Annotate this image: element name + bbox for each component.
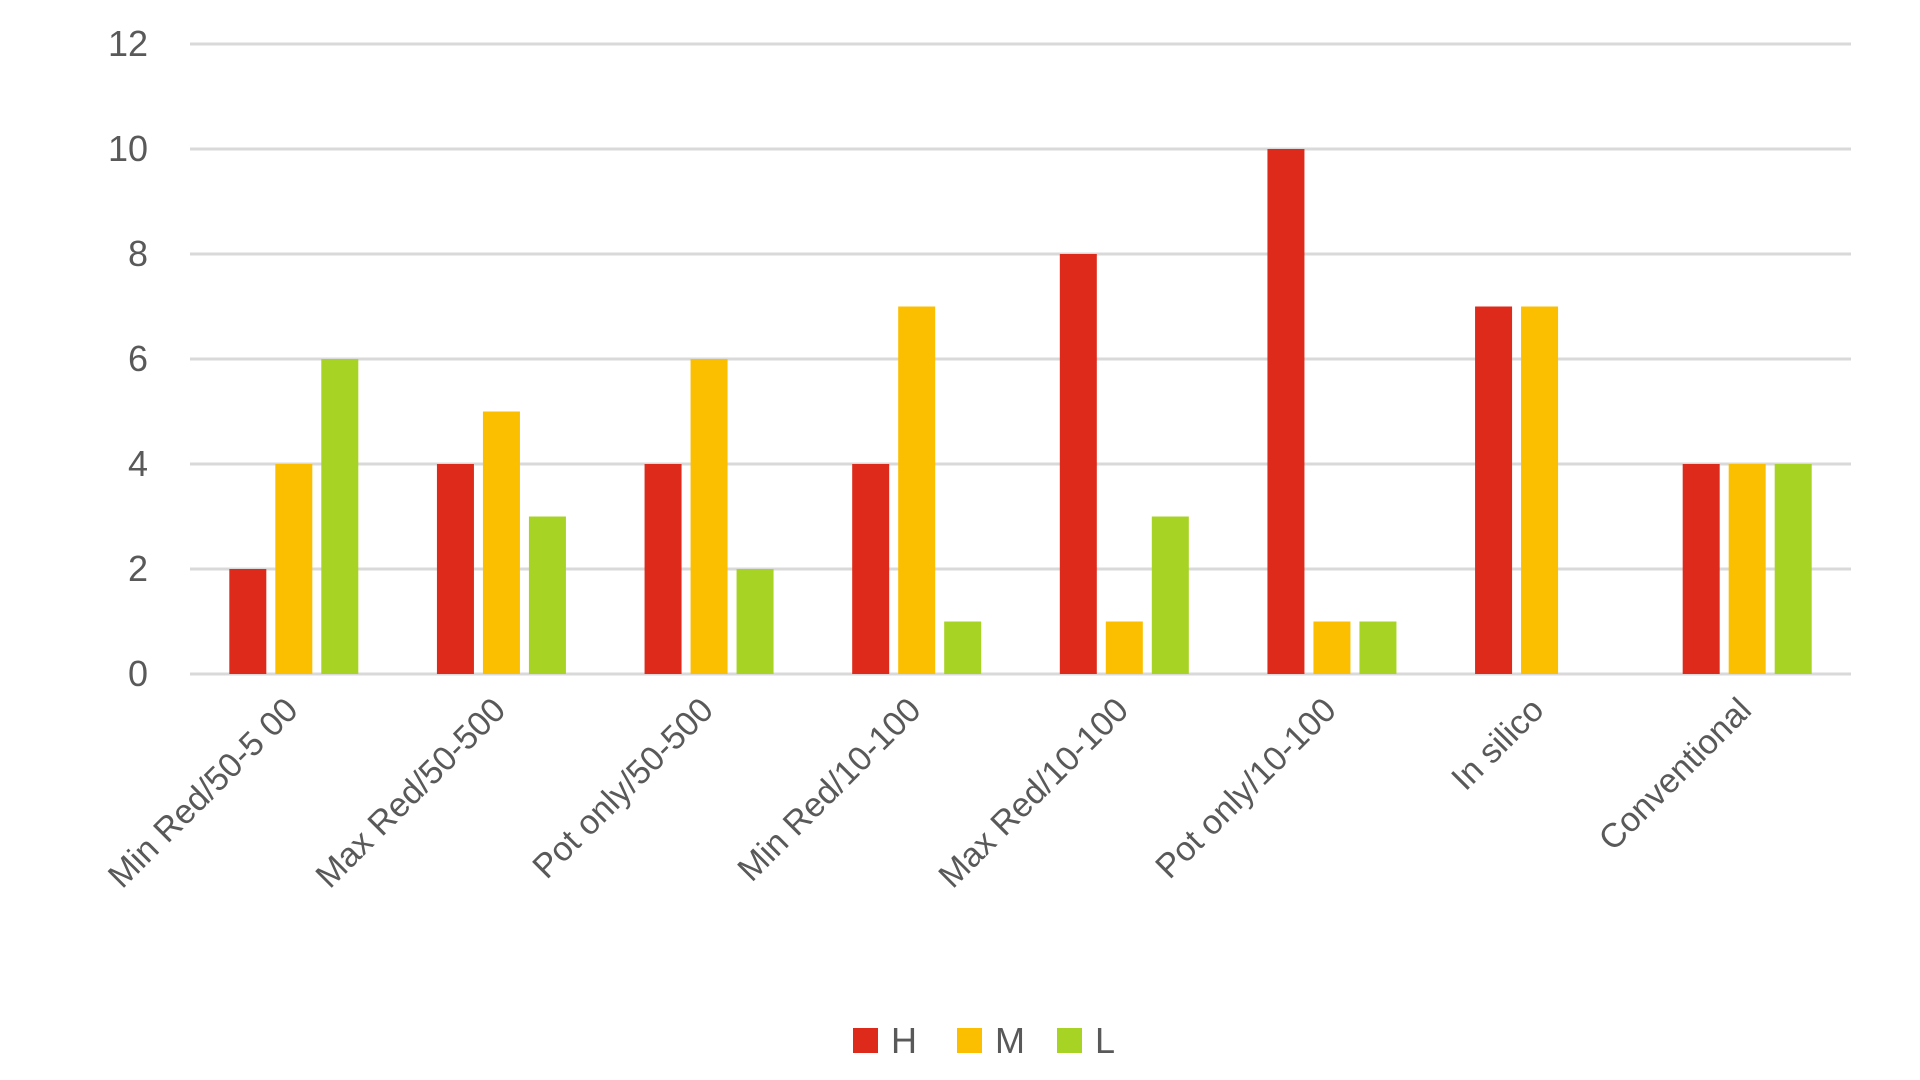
x-category-label: Pot only/10-100	[1148, 691, 1343, 886]
legend-item-h: H	[853, 1020, 917, 1061]
y-tick-label: 6	[128, 338, 148, 379]
bar-m	[1521, 306, 1559, 674]
legend-swatch	[1057, 1028, 1082, 1053]
bar-group	[1059, 254, 1189, 674]
bar-m	[275, 464, 313, 674]
y-axis-ticks: 0 2 4 6 8 10 12	[108, 23, 148, 694]
legend-label: M	[995, 1020, 1025, 1061]
bar-group	[436, 411, 566, 674]
bar-l	[1359, 621, 1397, 674]
x-category-label: Min Red/10-100	[730, 691, 928, 889]
legend-item-m: M	[957, 1020, 1025, 1061]
bar-group	[644, 359, 774, 674]
legend-item-l: L	[1057, 1020, 1115, 1061]
bar-l	[1151, 516, 1189, 674]
bar-l	[528, 516, 566, 674]
x-category-label: Conventional	[1592, 691, 1759, 858]
legend-label: L	[1095, 1020, 1115, 1061]
bar-group	[852, 306, 982, 674]
bar-m	[1728, 464, 1766, 674]
bar-h	[1475, 306, 1513, 674]
y-tick-label: 8	[128, 233, 148, 274]
bar-group	[229, 359, 359, 674]
bar-m	[898, 306, 936, 674]
bar-group	[1267, 149, 1397, 674]
bar-h	[852, 464, 890, 674]
bar-h	[1267, 149, 1305, 674]
bar-group	[1475, 306, 1559, 674]
bar-m	[690, 359, 728, 674]
y-tick-label: 0	[128, 653, 148, 694]
legend-swatch	[853, 1028, 878, 1053]
x-category-label: Max Red/10-100	[931, 691, 1136, 896]
y-tick-label: 10	[108, 128, 148, 169]
bar-group	[1682, 464, 1812, 674]
bar-h	[1059, 254, 1097, 674]
x-category-label: Max Red/50-500	[308, 691, 513, 896]
bar-h	[644, 464, 682, 674]
bar-m	[482, 411, 520, 674]
bar-l	[944, 621, 982, 674]
bar-h	[1682, 464, 1720, 674]
bar-m	[1313, 621, 1351, 674]
x-category-label: In silico	[1444, 691, 1551, 798]
y-tick-label: 12	[108, 23, 148, 64]
y-tick-label: 2	[128, 548, 148, 589]
x-axis-labels: Min Red/50-5 00 Max Red/50-500 Pot only/50…	[101, 691, 1759, 896]
bars	[229, 149, 1812, 674]
bar-l	[736, 569, 774, 674]
x-category-label: Min Red/50-5 00	[101, 691, 306, 896]
legend-label: H	[891, 1020, 917, 1061]
x-category-label: Pot only/50-500	[525, 691, 720, 886]
bar-h	[229, 569, 267, 674]
bar-l	[1774, 464, 1812, 674]
bar-h	[436, 464, 474, 674]
bar-m	[1105, 621, 1143, 674]
bar-l	[321, 359, 359, 674]
legend-swatch	[957, 1028, 982, 1053]
y-tick-label: 4	[128, 443, 148, 484]
